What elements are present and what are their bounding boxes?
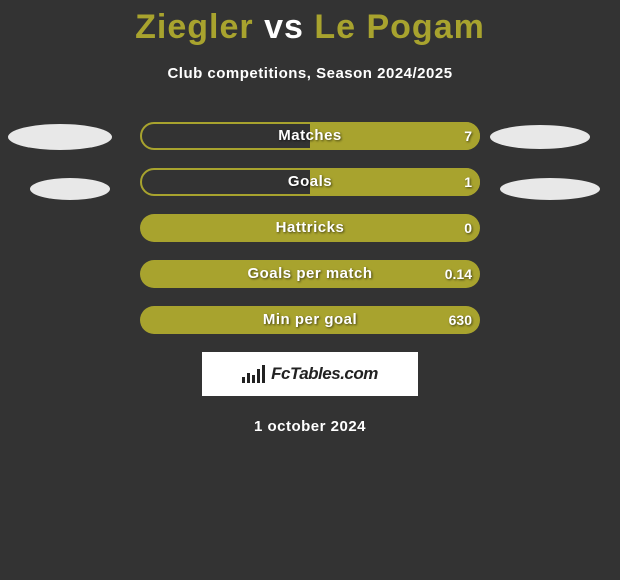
avatar-ellipse: [500, 178, 600, 200]
stat-value-right: 7: [464, 122, 472, 150]
stat-label: Min per goal: [140, 306, 480, 334]
stat-value-right: 0: [464, 214, 472, 242]
stat-value-right: 1: [464, 168, 472, 196]
bar-chart-icon: [242, 365, 265, 383]
stat-label: Matches: [140, 122, 480, 150]
stat-label: Goals: [140, 168, 480, 196]
date-label: 1 october 2024: [0, 418, 620, 435]
vs-separator: vs: [264, 8, 304, 46]
player2-name: Le Pogam: [314, 8, 484, 46]
stat-row: Hattricks0: [140, 214, 480, 242]
source-badge: FcTables.com: [202, 352, 418, 396]
avatar-ellipse: [490, 125, 590, 149]
stat-value-right: 630: [449, 306, 472, 334]
comparison-title: Ziegler vs Le Pogam: [0, 0, 620, 47]
stat-row: Goals1: [140, 168, 480, 196]
avatar-ellipse: [30, 178, 110, 200]
source-badge-text: FcTables.com: [271, 364, 378, 384]
stat-value-right: 0.14: [445, 260, 472, 288]
stat-label: Goals per match: [140, 260, 480, 288]
stat-row: Matches7: [140, 122, 480, 150]
stat-label: Hattricks: [140, 214, 480, 242]
player1-name: Ziegler: [135, 8, 253, 46]
avatar-ellipse: [8, 124, 112, 150]
stats-rows: Matches7Goals1Hattricks0Goals per match0…: [0, 122, 620, 334]
stat-row: Goals per match0.14: [140, 260, 480, 288]
subtitle: Club competitions, Season 2024/2025: [0, 65, 620, 82]
stat-row: Min per goal630: [140, 306, 480, 334]
